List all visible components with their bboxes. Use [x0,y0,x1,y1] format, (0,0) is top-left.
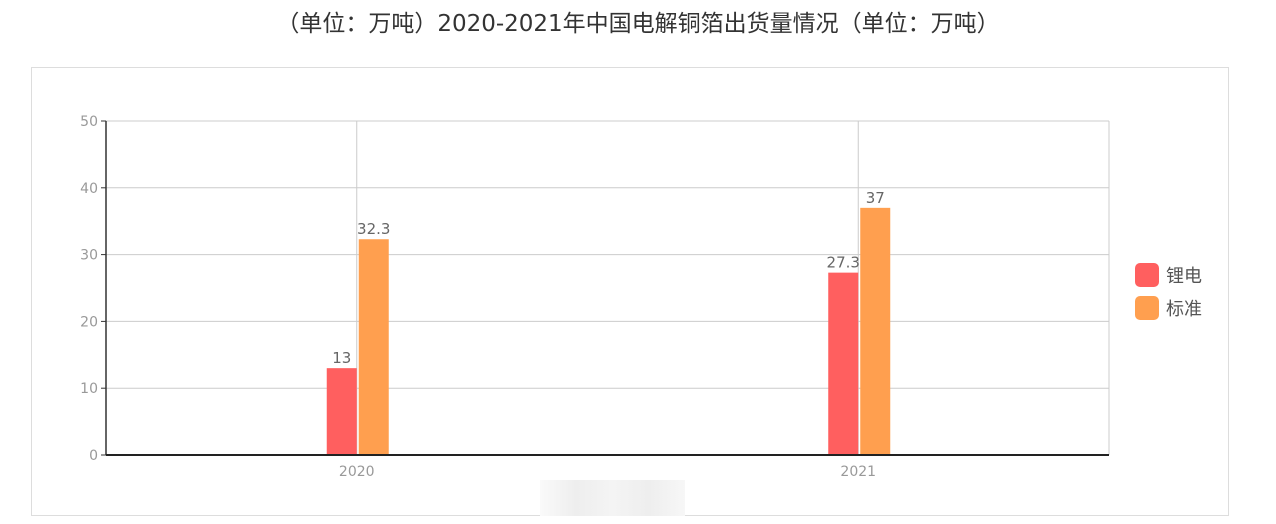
y-tick-label: 10 [80,381,98,397]
y-tick-label: 30 [80,248,98,264]
y-tick-label: 0 [89,448,98,464]
x-tick-label: 2020 [339,464,375,480]
data-label: 13 [332,349,351,367]
data-label: 32.3 [357,220,390,238]
bar-标准-2021 [860,207,891,455]
y-tick-label: 20 [80,314,98,330]
bar-标准-2020 [358,239,389,455]
bar-锂电-2020 [326,368,357,455]
data-label: 27.3 [827,254,860,272]
bar-锂电-2021 [828,272,859,455]
y-tick-label: 40 [80,181,98,197]
x-tick-label: 2021 [840,464,876,480]
legend-label: 标准 [1166,299,1202,320]
legend-swatch [1135,263,1159,287]
legend-swatch [1135,296,1159,320]
legend-label: 锂电 [1166,266,1202,287]
data-label: 37 [866,189,885,207]
y-tick-label: 50 [80,114,98,130]
watermark-blur [540,480,685,516]
chart-title: （单位：万吨）2020-2021年中国电解铜箔出货量情况（单位：万吨） [276,11,1000,37]
